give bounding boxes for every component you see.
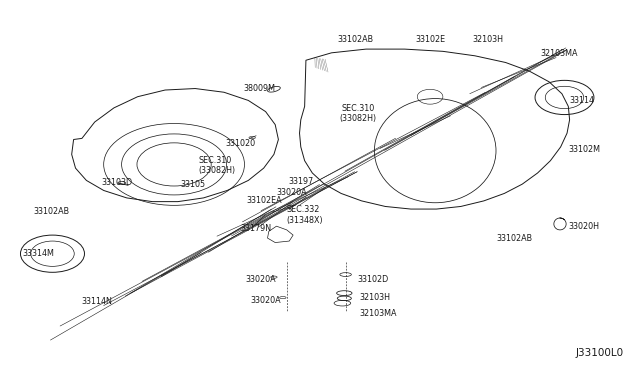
Text: 33114N: 33114N [82, 297, 113, 306]
Text: 32103MA: 32103MA [360, 309, 397, 318]
Text: 32103H: 32103H [360, 293, 390, 302]
Text: 33102AB: 33102AB [33, 207, 69, 216]
Text: J33100L0: J33100L0 [576, 348, 624, 358]
Text: 33197: 33197 [288, 177, 313, 186]
Text: 33314M: 33314M [22, 249, 54, 258]
Text: 33102EA: 33102EA [246, 196, 282, 205]
Text: 33102D: 33102D [357, 275, 388, 284]
Text: 33102AB: 33102AB [496, 234, 532, 243]
Text: 33020A: 33020A [246, 275, 276, 284]
Text: 33105: 33105 [180, 180, 206, 189]
Text: 33103D: 33103D [102, 178, 132, 187]
Text: 32103H: 32103H [472, 35, 503, 44]
Text: 33020A: 33020A [250, 296, 281, 305]
Text: 33102M: 33102M [568, 145, 600, 154]
Text: 33020A: 33020A [276, 188, 307, 197]
Text: SEC.332
(31348X): SEC.332 (31348X) [287, 205, 323, 225]
Text: 33020H: 33020H [568, 222, 599, 231]
Text: 33102E: 33102E [415, 35, 445, 44]
Text: 33179N: 33179N [241, 224, 271, 233]
Text: SEC.310
(33082H): SEC.310 (33082H) [198, 156, 236, 175]
Text: 32103MA: 32103MA [541, 49, 579, 58]
Text: 33114: 33114 [570, 96, 595, 105]
Text: 38009M: 38009M [243, 84, 275, 93]
Text: 33102AB: 33102AB [337, 35, 373, 44]
Text: SEC.310
(33082H): SEC.310 (33082H) [340, 104, 377, 123]
Text: 331020: 331020 [225, 139, 255, 148]
